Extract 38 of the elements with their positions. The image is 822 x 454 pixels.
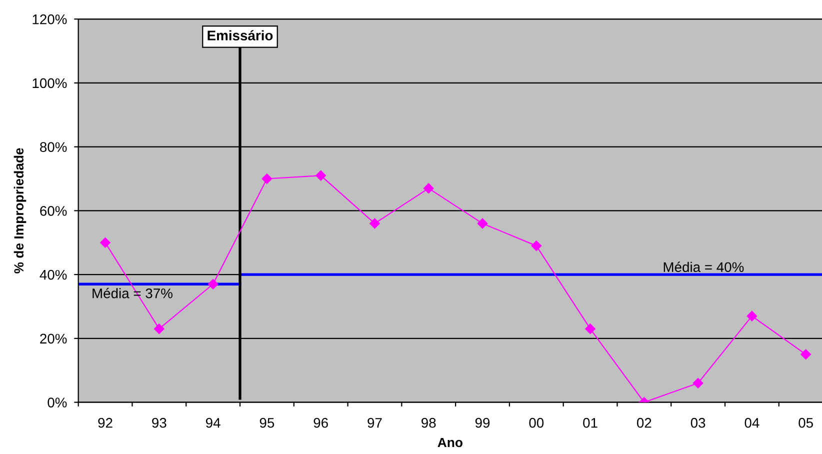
- point: [477, 218, 488, 229]
- x-tick-label: 01: [583, 418, 598, 428]
- point: [800, 348, 812, 360]
- y-tick-label: 20%: [40, 334, 67, 344]
- annotation: Média = 40%: [664, 262, 744, 272]
- point: [315, 170, 326, 181]
- point: [692, 378, 704, 389]
- x-tick-label: 98: [422, 418, 436, 428]
- x-tick-label: 97: [368, 418, 382, 428]
- x-tick-label: 93: [152, 418, 166, 428]
- x-tick-label: 92: [98, 418, 112, 428]
- point: [100, 237, 111, 248]
- y-tick-label: 80%: [40, 142, 67, 152]
- x-tick-label: 99: [475, 418, 490, 428]
- x-tick-label: 04: [744, 418, 760, 428]
- y-tick-label: 60%: [40, 206, 67, 216]
- x-tick-label: 00: [529, 418, 544, 428]
- point: [208, 278, 218, 290]
- x-tick-label: 03: [690, 418, 706, 428]
- y-tick-label: 100%: [32, 78, 67, 88]
- x-axis-title: Ano: [438, 438, 462, 448]
- x-tick-label: 95: [260, 418, 274, 428]
- point: [262, 173, 272, 184]
- x-tick-label: 94: [206, 418, 220, 428]
- point: [369, 218, 380, 229]
- y-tick-label: 0%: [48, 398, 67, 408]
- x-tick-label: 96: [314, 418, 328, 428]
- y-axis-title: % de Impropriedade: [14, 148, 26, 274]
- y-tick-label: 120%: [32, 14, 67, 24]
- point: [154, 323, 165, 334]
- y-tick-label: 40%: [40, 270, 67, 280]
- ref-line-label: Emissário: [208, 30, 273, 40]
- point: [584, 323, 596, 334]
- point: [530, 240, 542, 252]
- x-tick-label: 02: [636, 418, 652, 428]
- x-tick-label: 05: [798, 418, 813, 428]
- point: [423, 182, 434, 194]
- point: [746, 310, 758, 322]
